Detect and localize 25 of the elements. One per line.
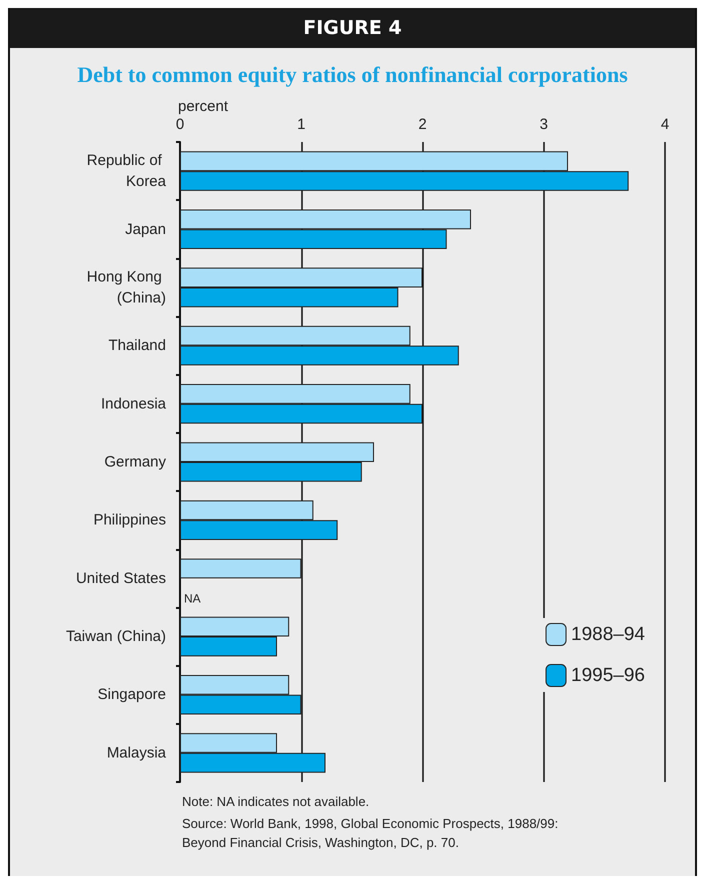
y-tick-label: Hong Kong (China) — [86, 268, 166, 306]
y-tick-label: Taiwan (China) — [66, 628, 166, 646]
bar — [180, 558, 302, 578]
y-tick-label: Singapore — [98, 686, 166, 704]
x-axis-title: percent — [178, 98, 230, 116]
y-tick-label: Thailand — [108, 337, 166, 354]
y-tick-label: Indonesia — [100, 395, 167, 412]
x-tick-label: 4 — [660, 116, 670, 133]
x-tick-label: 2 — [418, 116, 427, 133]
y-tick-label: Philippines — [93, 512, 166, 529]
legend-label: 1995–96 — [571, 665, 645, 686]
y-tick-label: Germany — [104, 454, 166, 470]
chart-title: FIGURE 4 — [10, 8, 695, 48]
annotation: NA — [184, 591, 201, 606]
source-note: Source: World Bank, 1998, Global Economic Prospects, 1988/99: Beyond Financial Crisis, Washington, DC, p. 70. — [182, 815, 560, 852]
legend-label: 1988–94 — [571, 624, 646, 645]
y-tick-label: Republic of Korea — [86, 152, 167, 190]
text: Note: NA indicates not available. — [182, 793, 370, 811]
x-tick-label: 3 — [540, 116, 548, 133]
x-tick-label: 1 — [297, 116, 306, 133]
x-tick-label: 0 — [176, 116, 184, 133]
y-tick-label: United States — [76, 570, 166, 587]
chart-subtitle: Debt to common equity ratios of nonfinancial corporations — [76, 62, 629, 88]
y-tick-label: Malaysia — [106, 744, 167, 762]
y-tick-label: Japan — [125, 220, 166, 238]
